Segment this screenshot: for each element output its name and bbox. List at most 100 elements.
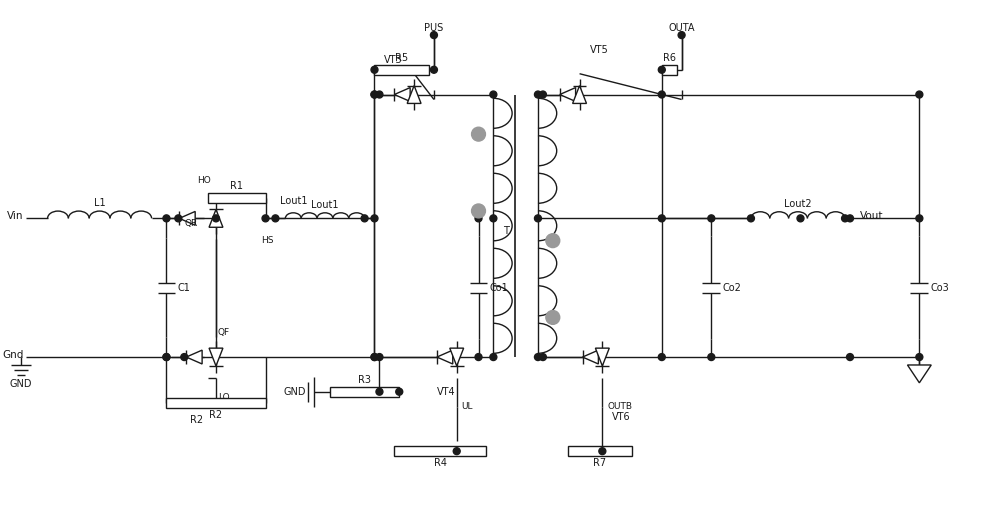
- Circle shape: [272, 215, 279, 222]
- Circle shape: [658, 91, 665, 98]
- Polygon shape: [179, 211, 195, 225]
- Polygon shape: [209, 348, 223, 366]
- Circle shape: [376, 353, 383, 361]
- Bar: [208, 192, 266, 203]
- Circle shape: [163, 353, 170, 361]
- Circle shape: [181, 353, 188, 361]
- Circle shape: [847, 353, 853, 361]
- Text: R5: R5: [395, 53, 408, 63]
- Text: HO: HO: [197, 175, 211, 185]
- Circle shape: [490, 91, 497, 98]
- Bar: [394, 446, 486, 456]
- Text: R4: R4: [434, 458, 447, 468]
- Text: Gnd: Gnd: [2, 350, 24, 360]
- Circle shape: [371, 91, 378, 98]
- Polygon shape: [209, 209, 223, 227]
- Text: R7: R7: [593, 458, 606, 468]
- Circle shape: [490, 215, 497, 222]
- Circle shape: [797, 215, 804, 222]
- Text: OUTA: OUTA: [668, 23, 695, 33]
- Circle shape: [539, 91, 546, 98]
- Text: VT6: VT6: [612, 411, 631, 422]
- Text: QF: QF: [218, 328, 230, 337]
- Circle shape: [708, 353, 715, 361]
- Circle shape: [847, 215, 853, 222]
- Text: UL: UL: [462, 402, 473, 411]
- Circle shape: [371, 215, 378, 222]
- Circle shape: [472, 204, 485, 218]
- Circle shape: [175, 215, 182, 222]
- Text: LO: LO: [218, 393, 230, 402]
- Circle shape: [546, 310, 560, 324]
- Text: R2: R2: [209, 409, 223, 420]
- Polygon shape: [560, 88, 576, 102]
- Circle shape: [490, 353, 497, 361]
- Circle shape: [453, 448, 460, 455]
- Text: GND: GND: [10, 379, 32, 389]
- Circle shape: [361, 215, 368, 222]
- Circle shape: [658, 66, 665, 73]
- Circle shape: [916, 91, 923, 98]
- Circle shape: [475, 215, 482, 222]
- Text: Vin: Vin: [7, 211, 24, 222]
- Text: Co1: Co1: [489, 283, 508, 293]
- Polygon shape: [583, 350, 598, 364]
- Text: Lout1: Lout1: [311, 200, 339, 210]
- Circle shape: [163, 215, 170, 222]
- Circle shape: [534, 353, 541, 361]
- Text: Co3: Co3: [930, 283, 949, 293]
- Bar: [662, 65, 677, 75]
- Bar: [568, 446, 632, 456]
- Circle shape: [842, 215, 849, 222]
- Polygon shape: [595, 348, 609, 366]
- Text: Lout1: Lout1: [280, 196, 308, 206]
- Circle shape: [708, 215, 715, 222]
- Text: GND: GND: [284, 387, 306, 397]
- Circle shape: [534, 215, 541, 222]
- Circle shape: [371, 91, 378, 98]
- Circle shape: [430, 32, 437, 38]
- Text: R6: R6: [663, 53, 676, 63]
- Text: T: T: [503, 226, 509, 236]
- Polygon shape: [573, 86, 586, 104]
- Circle shape: [371, 353, 378, 361]
- Polygon shape: [394, 88, 410, 102]
- Circle shape: [658, 353, 665, 361]
- Text: Lout2: Lout2: [784, 199, 812, 209]
- Polygon shape: [186, 350, 202, 364]
- Bar: [166, 398, 266, 407]
- Circle shape: [371, 353, 378, 361]
- Circle shape: [163, 353, 170, 361]
- Circle shape: [678, 32, 685, 38]
- Text: Co2: Co2: [722, 283, 741, 293]
- Circle shape: [916, 353, 923, 361]
- Polygon shape: [437, 350, 453, 364]
- Circle shape: [262, 215, 269, 222]
- Text: OUTB: OUTB: [607, 402, 632, 411]
- Circle shape: [472, 127, 485, 141]
- Circle shape: [376, 388, 383, 395]
- Circle shape: [747, 215, 754, 222]
- Text: Vout: Vout: [860, 211, 883, 222]
- Text: HS: HS: [261, 236, 273, 245]
- Text: L1: L1: [94, 198, 105, 208]
- Text: C1: C1: [177, 283, 190, 293]
- Text: VT4: VT4: [437, 387, 456, 397]
- Circle shape: [546, 234, 560, 248]
- Circle shape: [213, 215, 219, 222]
- Circle shape: [916, 215, 923, 222]
- Text: VT5: VT5: [589, 45, 608, 55]
- Text: R2: R2: [190, 415, 203, 425]
- Circle shape: [539, 353, 546, 361]
- Circle shape: [599, 448, 606, 455]
- Text: PUS: PUS: [424, 23, 444, 33]
- Bar: [330, 387, 399, 397]
- Circle shape: [396, 388, 403, 395]
- Text: VT3: VT3: [384, 55, 403, 65]
- Circle shape: [430, 66, 437, 73]
- Circle shape: [371, 66, 378, 73]
- Text: R1: R1: [230, 181, 243, 191]
- Circle shape: [475, 353, 482, 361]
- Bar: [374, 65, 429, 75]
- Circle shape: [658, 215, 665, 222]
